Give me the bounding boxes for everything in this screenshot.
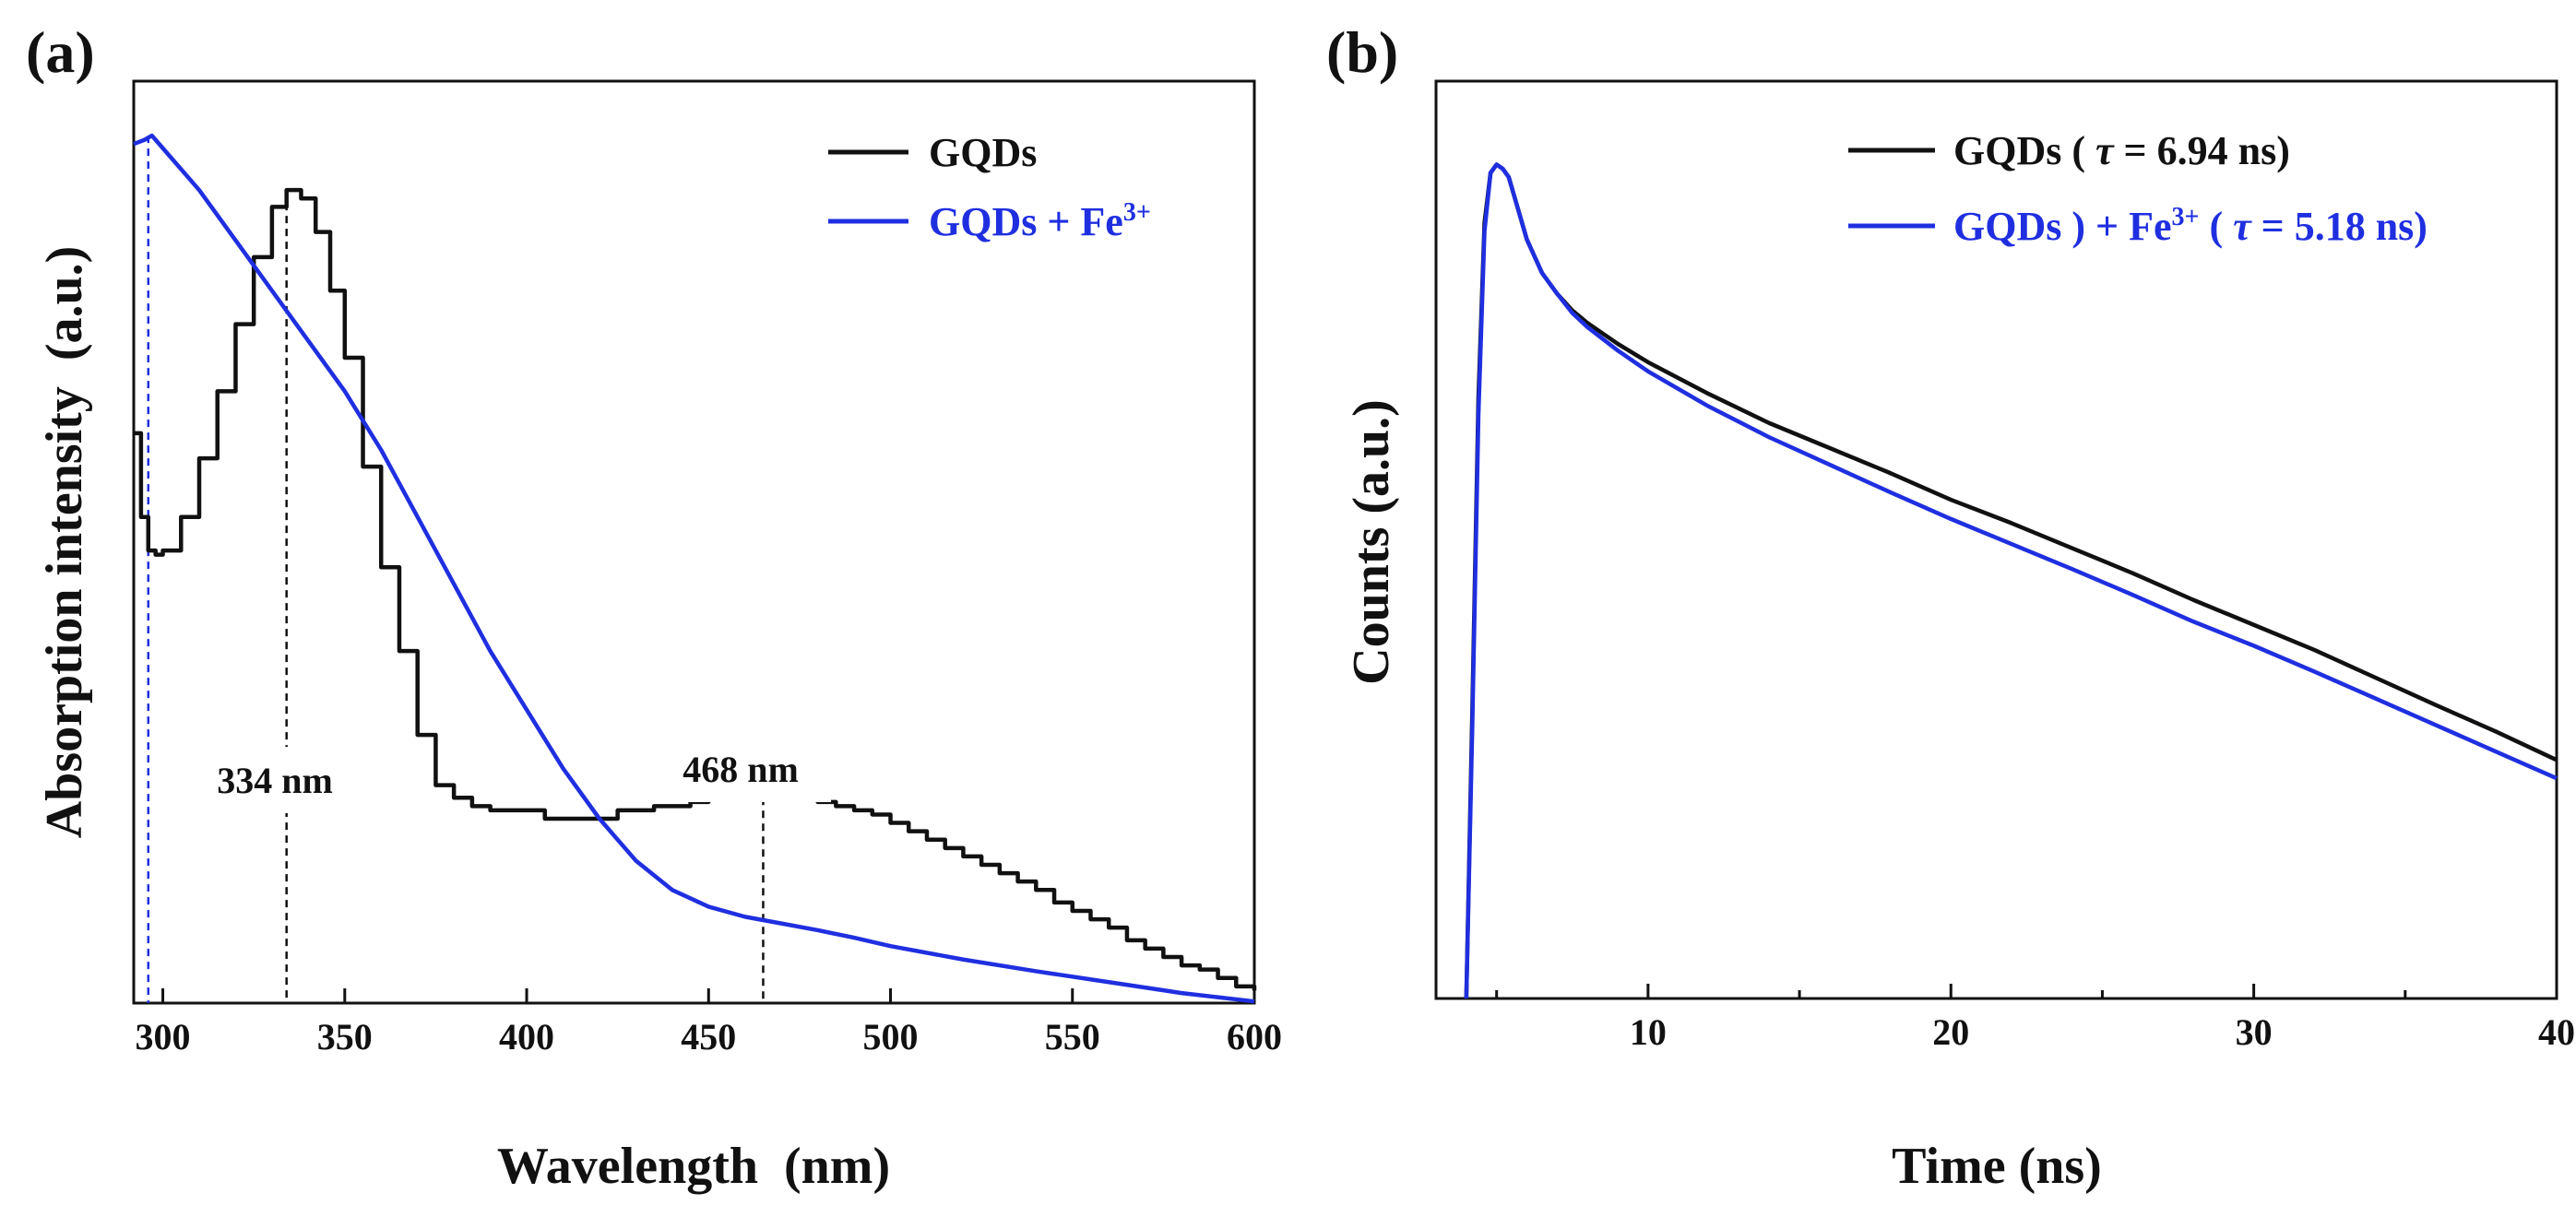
panel-b-series-0-line bbox=[1464, 162, 2558, 999]
panel-a-series-0-line bbox=[134, 187, 1257, 991]
legend-gqds-fe-superscript: 3+ bbox=[1123, 198, 1151, 227]
legend-gqds-tau-name: GQDs ( bbox=[1953, 128, 2095, 173]
annotation-334-background bbox=[186, 747, 363, 813]
annotation-468-label: 468 nm bbox=[683, 749, 799, 790]
legend-gqds-fe-tau-value: = 5.18 ns) bbox=[2251, 204, 2428, 249]
panel-a: (a) 300 350 400 450 500 550 600 334 nm 468 nm … bbox=[26, 19, 1282, 1195]
panel-a-series-1-line bbox=[133, 133, 1255, 1004]
panel-a-label: (a) bbox=[26, 19, 95, 85]
panel-a-x-tick-label: 500 bbox=[863, 1016, 919, 1057]
panel-a-x-axis-title: Wavelength (nm) bbox=[497, 1138, 890, 1195]
panel-b-x-ticks: 10 20 30 40 bbox=[1495, 984, 2575, 1053]
legend-gqds-fe-tau-superscript: 3+ bbox=[2171, 203, 2199, 231]
panel-a-x-tick-label: 300 bbox=[136, 1016, 191, 1057]
panel-b-x-axis-title: Time (ns) bbox=[1892, 1138, 2102, 1195]
panel-b-series bbox=[1464, 162, 2558, 999]
legend-gqds-fe-tau-prefix: ( bbox=[2199, 204, 2233, 249]
legend-gqds-tau-symbol: τ bbox=[2095, 128, 2115, 173]
panel-a-x-ticks: 300 350 400 450 500 550 600 bbox=[136, 988, 1282, 1057]
panel-b-x-tick-label: 40 bbox=[2538, 1011, 2575, 1053]
legend-gqds-tau-label: GQDs ( τ = 6.94 ns) bbox=[1953, 128, 2290, 173]
panel-b-x-tick-label: 30 bbox=[2236, 1011, 2273, 1053]
annotation-334-label: 334 nm bbox=[217, 760, 333, 801]
panel-a-legend: GQDs GQDs + Fe3+ bbox=[828, 130, 1151, 244]
panel-b-legend: GQDs ( τ = 6.94 ns) GQDs ) + Fe3+ ( τ = … bbox=[1848, 128, 2428, 249]
panel-a-frame bbox=[132, 79, 1256, 1005]
panel-b-x-tick-label: 20 bbox=[1932, 1011, 1969, 1053]
panel-a-x-tick-label: 350 bbox=[317, 1016, 373, 1057]
panel-b-series-1-line bbox=[1464, 162, 2558, 999]
legend-gqds-fe-text: GQDs + Fe bbox=[929, 199, 1123, 244]
panel-a-x-tick-label: 400 bbox=[499, 1016, 554, 1057]
annotation-468-background bbox=[650, 736, 831, 802]
legend-gqds-fe-tau-label: GQDs ) + Fe3+ ( τ = 5.18 ns) bbox=[1953, 203, 2428, 249]
panel-a-x-tick-label: 550 bbox=[1045, 1016, 1100, 1057]
panel-b-x-tick-label: 10 bbox=[1630, 1011, 1667, 1053]
legend-gqds-label: GQDs bbox=[929, 130, 1037, 175]
panel-a-y-axis-title: Absorption intensity (a.u.) bbox=[36, 246, 93, 839]
legend-gqds-fe-tau-name: GQDs ) + Fe bbox=[1953, 204, 2171, 249]
panel-a-x-tick-label: 450 bbox=[681, 1016, 736, 1057]
panel-a-x-tick-label: 600 bbox=[1227, 1016, 1282, 1057]
panel-b-frame bbox=[1434, 79, 2558, 1000]
panel-b-label: (b) bbox=[1326, 19, 1398, 85]
legend-gqds-fe-label: GQDs + Fe3+ bbox=[929, 198, 1151, 244]
panel-b: (b) 10 20 30 40 GQDs ( τ = 6.94 ns) GQDs ) … bbox=[1326, 19, 2575, 1195]
panel-b-y-axis-title: Counts (a.u.) bbox=[1343, 399, 1400, 685]
legend-gqds-fe-tau-symbol: τ bbox=[2233, 204, 2252, 249]
legend-gqds-tau-value: = 6.94 ns) bbox=[2114, 128, 2290, 173]
panel-a-series bbox=[133, 133, 1257, 1004]
panel-a-annotations bbox=[147, 136, 765, 1003]
